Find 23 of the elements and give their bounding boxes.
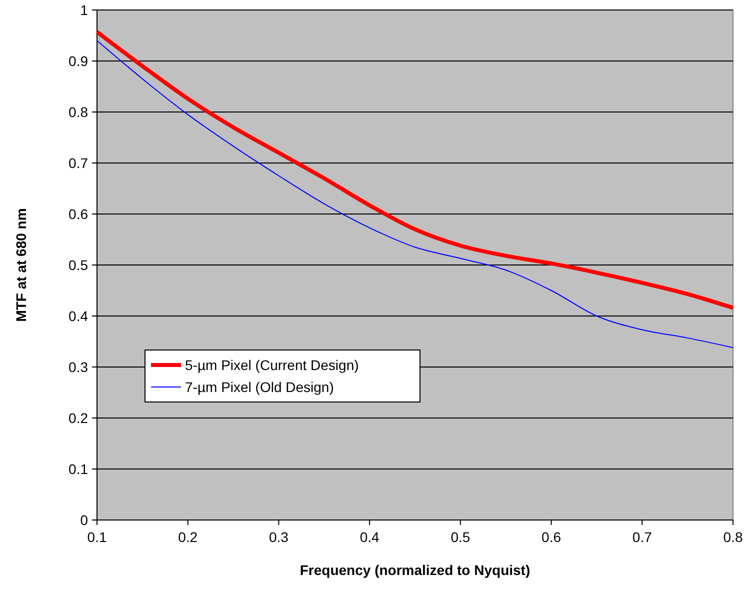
x-tick-label: 0.7	[632, 529, 652, 545]
x-axis-title: Frequency (normalized to Nyquist)	[300, 562, 530, 578]
y-tick-label: 0.7	[68, 154, 88, 171]
y-tick-label: 0.3	[68, 358, 88, 375]
y-tick-label: 0	[80, 512, 88, 528]
y-tick-label: 1	[80, 2, 88, 18]
legend-label: 7-µm Pixel (Old Design)	[185, 378, 334, 395]
y-tick-label: 0.9	[68, 52, 88, 69]
y-tick-label: 0.8	[68, 104, 88, 120]
y-tick-label: 0.5	[68, 256, 88, 273]
x-tick-label: 0.2	[178, 529, 198, 545]
legend-label: 5-µm Pixel (Current Design)	[185, 356, 359, 373]
x-tick-label: 0.3	[268, 529, 289, 545]
y-tick-label: 0.6	[68, 206, 88, 222]
x-tick-label: 0.8	[723, 529, 743, 545]
x-tick-label: 0.5	[450, 529, 470, 545]
line-series	[95, 30, 735, 310]
y-tick-label: 0.2	[68, 410, 88, 426]
y-axis-title: MTF at at 680 nm	[13, 208, 29, 322]
y-tick-label: 0.4	[68, 308, 88, 324]
x-tick-label: 0.6	[542, 529, 562, 545]
x-tick-label: 0.4	[360, 529, 380, 545]
y-tick-label: 0.1	[68, 460, 88, 477]
